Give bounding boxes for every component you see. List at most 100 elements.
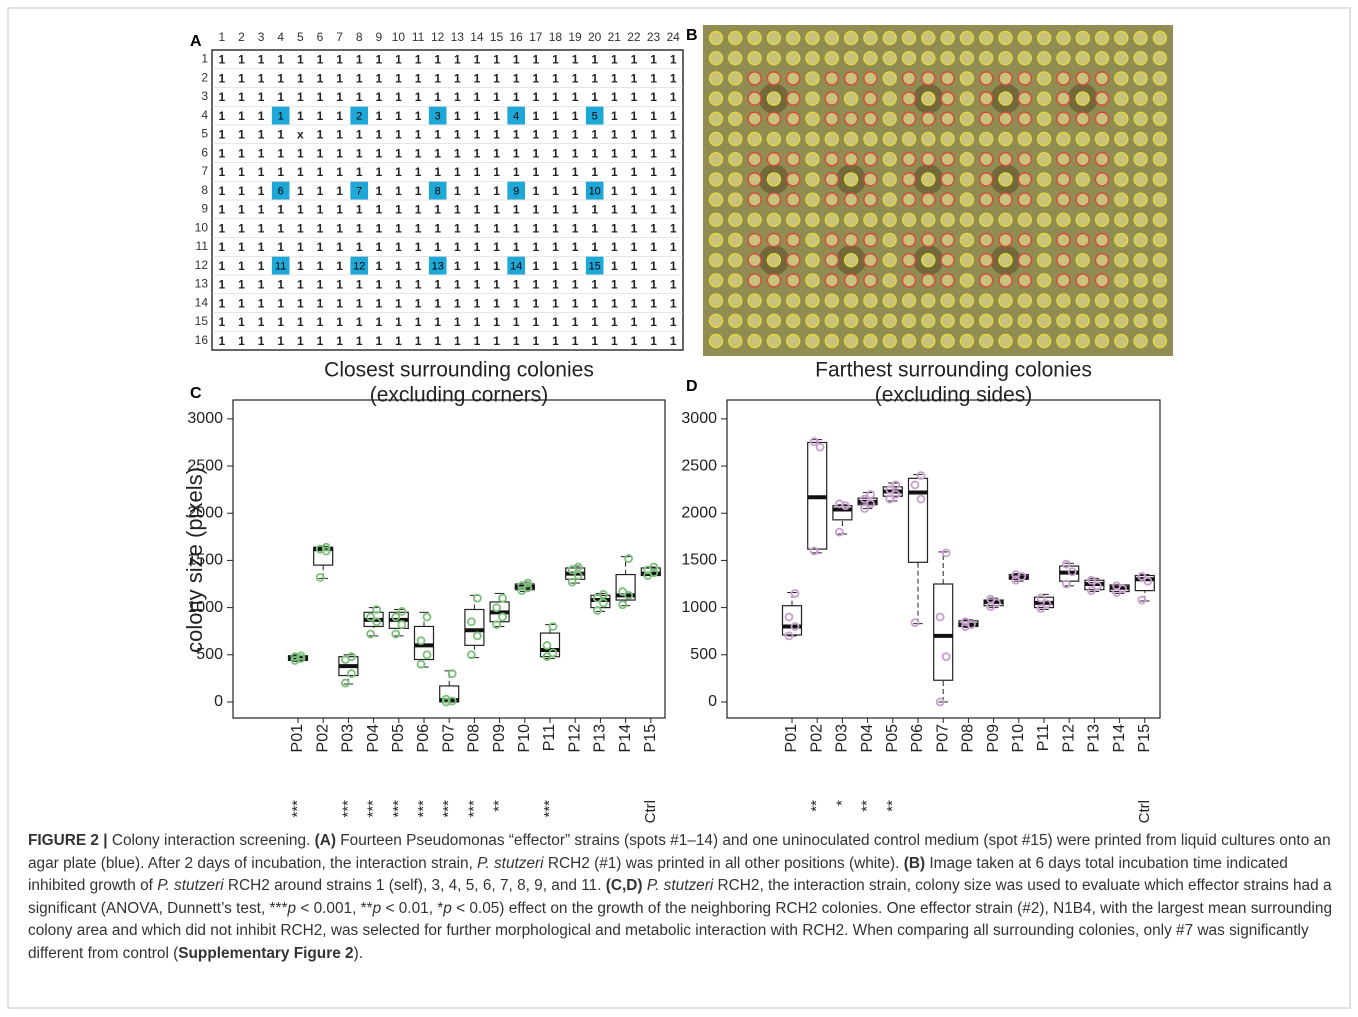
colony — [843, 172, 859, 187]
data-point — [315, 573, 325, 582]
data-point — [809, 437, 819, 446]
data-point — [422, 612, 432, 622]
cell: 1 — [297, 53, 304, 67]
colony — [1114, 333, 1129, 349]
cell: 1 — [317, 71, 324, 85]
cell: 1 — [218, 165, 225, 179]
data-point — [1011, 570, 1021, 579]
cell: 1 — [434, 278, 441, 292]
cell: 1 — [474, 184, 481, 198]
cell: 1 — [552, 315, 559, 329]
colony — [766, 293, 782, 308]
data-point — [498, 593, 508, 603]
cell: 1 — [631, 71, 638, 85]
cell: 1 — [631, 90, 638, 104]
cell: 1 — [513, 165, 520, 179]
colony — [882, 212, 897, 228]
cell: 1 — [218, 240, 225, 254]
cell: 1 — [434, 221, 441, 235]
colony — [1152, 172, 1168, 187]
colony — [1114, 91, 1129, 106]
cell: 1 — [513, 203, 520, 217]
colony — [786, 91, 801, 106]
x-tick-label: P01 — [289, 724, 306, 753]
x-tick-label: P03 — [834, 724, 851, 753]
cell: 1 — [297, 278, 304, 292]
colony — [921, 273, 936, 288]
colony — [959, 313, 975, 328]
chart-title: Farthest surrounding colonies — [815, 359, 1092, 382]
data-point — [649, 562, 659, 572]
colony — [843, 51, 859, 66]
cell: 1 — [572, 259, 579, 273]
cell: 1 — [297, 315, 304, 329]
colony — [708, 293, 724, 308]
colony — [766, 131, 782, 147]
cell: 1 — [552, 71, 559, 85]
cell: 1 — [375, 221, 382, 235]
cell: 1 — [317, 203, 324, 217]
cell: 1 — [631, 278, 638, 292]
cell: 1 — [277, 146, 284, 160]
cell: 1 — [552, 278, 559, 292]
x-tick-label: P15 — [642, 724, 659, 753]
colony — [1114, 71, 1129, 86]
colony — [728, 131, 743, 147]
cell: 1 — [670, 71, 677, 85]
colony — [708, 172, 724, 187]
cell: 1 — [336, 53, 343, 67]
cell: 1 — [650, 53, 657, 67]
cell: 1 — [532, 53, 539, 67]
cell: 1 — [474, 278, 481, 292]
colony — [959, 293, 975, 308]
cell: 1 — [258, 334, 265, 348]
colony — [805, 313, 820, 328]
row-label: 1 — [201, 52, 208, 66]
cell: 1 — [375, 203, 382, 217]
cell: 1 — [572, 128, 579, 142]
colony — [863, 131, 878, 147]
data-point — [573, 562, 583, 572]
significance: ** — [859, 800, 876, 812]
cell: 1 — [650, 278, 657, 292]
cell: 1 — [375, 146, 382, 160]
cell: 1 — [572, 165, 579, 179]
cell: 1 — [218, 203, 225, 217]
colony — [863, 212, 878, 228]
spot-label: 9 — [513, 186, 519, 198]
cell: 1 — [631, 296, 638, 310]
data-point — [941, 548, 951, 558]
cell: 1 — [336, 203, 343, 217]
spot-label: 3 — [435, 111, 441, 123]
colony — [747, 212, 762, 228]
colony — [1017, 111, 1033, 127]
cell: 1 — [277, 334, 284, 348]
colony — [1056, 293, 1071, 308]
cell: 1 — [474, 90, 481, 104]
spot-label: 10 — [589, 186, 601, 198]
spot-label: 13 — [432, 261, 444, 273]
cell: 1 — [218, 296, 225, 310]
cell: 1 — [631, 146, 638, 160]
colony — [901, 30, 917, 46]
colony — [728, 91, 743, 106]
data-point — [866, 489, 875, 499]
colony — [959, 192, 975, 207]
colony — [1036, 131, 1052, 147]
spot-label: 1 — [278, 111, 284, 123]
cell: 1 — [572, 71, 579, 85]
cell: 1 — [277, 71, 284, 85]
colony — [843, 333, 859, 349]
x-tick-label: P04 — [365, 724, 382, 753]
colony — [728, 192, 743, 207]
cell: 1 — [670, 278, 677, 292]
spot — [507, 106, 525, 125]
colony — [901, 151, 917, 167]
colony — [766, 253, 782, 268]
column-label: 19 — [568, 30, 582, 44]
cell: 1 — [258, 184, 265, 198]
caption-text: Colony interaction screening. — [111, 832, 315, 849]
cell: 1 — [474, 53, 481, 67]
colony — [708, 192, 724, 207]
